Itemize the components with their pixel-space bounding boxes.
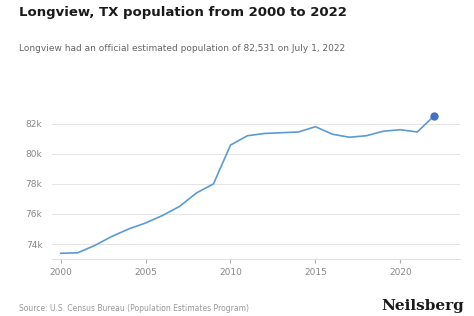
Text: Neilsberg: Neilsberg xyxy=(382,299,465,313)
Text: Longview, TX population from 2000 to 2022: Longview, TX population from 2000 to 202… xyxy=(19,6,347,19)
Text: Longview had an official estimated population of 82,531 on July 1, 2022: Longview had an official estimated popul… xyxy=(19,44,345,53)
Point xyxy=(430,113,438,118)
Text: Source: U.S. Census Bureau (Population Estimates Program): Source: U.S. Census Bureau (Population E… xyxy=(19,304,249,313)
